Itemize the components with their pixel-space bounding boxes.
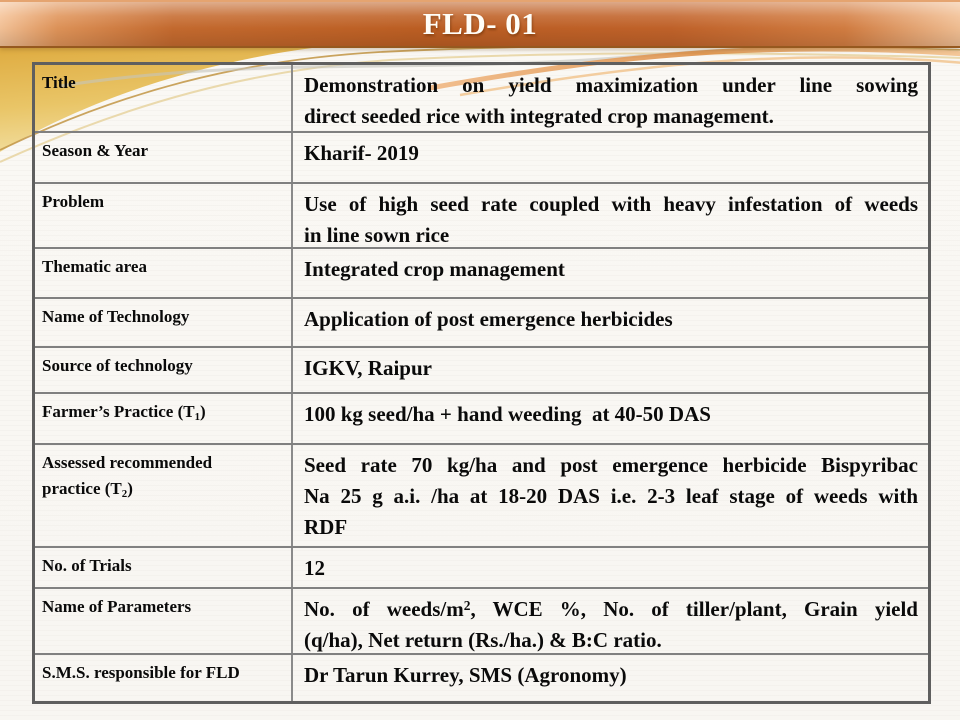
value-line: direct seeded rice with integrated crop … bbox=[304, 104, 774, 128]
row-value: Application of post emergence herbicides bbox=[293, 299, 928, 346]
table-row: Assessed recommended practice (T2) Seed ra… bbox=[35, 445, 928, 548]
swirl-ribbon-orange-echo bbox=[459, 56, 960, 97]
table-row: Name of Technology Application of post em… bbox=[35, 299, 928, 348]
swirl-ribbon-orange bbox=[429, 46, 960, 91]
value-line: Seed rate 70 kg/ha and post emergence he… bbox=[304, 453, 918, 477]
row-label: Season & Year bbox=[35, 133, 293, 182]
value-line: 12 bbox=[304, 556, 325, 580]
row-label: Title bbox=[35, 65, 293, 131]
row-value: No. of weeds/m2, WCE %, No. of tiller/pl… bbox=[293, 589, 928, 653]
row-value: 100 kg seed/ha + hand weeding at 40-50 D… bbox=[293, 394, 928, 443]
table-row: Farmer’s Practice (T1) 100 kg seed/ha + h… bbox=[35, 394, 928, 445]
value-line: Integrated crop management bbox=[304, 257, 565, 281]
table-row: Name of Parameters No. of weeds/m2, WCE %… bbox=[35, 589, 928, 655]
row-label: Source of technology bbox=[35, 348, 293, 392]
table-row: Source of technology IGKV, Raipur bbox=[35, 348, 928, 394]
row-value: Use of high seed rate coupled with heavy… bbox=[293, 184, 928, 247]
table-row: No. of Trials 12 bbox=[35, 548, 928, 589]
value-line: RDF bbox=[304, 515, 348, 539]
slide-title-bar: FLD- 01 bbox=[0, 0, 960, 48]
value-line: Na 25 g a.i. /ha at 18-20 DAS i.e. 2-3 l… bbox=[304, 484, 918, 508]
value-line: Use of high seed rate coupled with heavy… bbox=[304, 192, 918, 216]
swirl-line-cream bbox=[0, 52, 960, 163]
value-line: Dr Tarun Kurrey, SMS (Agronomy) bbox=[304, 663, 627, 687]
slide-title: FLD- 01 bbox=[422, 6, 538, 41]
row-value: Kharif- 2019 bbox=[293, 133, 928, 182]
row-label: Thematic area bbox=[35, 249, 293, 297]
row-label: Farmer’s Practice (T1) bbox=[35, 394, 293, 443]
row-label: Assessed recommended practice (T2) bbox=[35, 445, 293, 546]
value-line: Kharif- 2019 bbox=[304, 141, 419, 165]
value-line: in line sown rice bbox=[304, 223, 450, 247]
fld-table: Title Demonstration on yield maximization… bbox=[32, 62, 931, 704]
table-row: S.M.S. responsible for FLD Dr Tarun Kurre… bbox=[35, 655, 928, 701]
table-row: Season & Year Kharif- 2019 bbox=[35, 133, 928, 184]
row-value: Integrated crop management bbox=[293, 249, 928, 297]
table-row: Problem Use of high seed rate coupled wit… bbox=[35, 184, 928, 249]
row-label: No. of Trials bbox=[35, 548, 293, 587]
row-value: Dr Tarun Kurrey, SMS (Agronomy) bbox=[293, 655, 928, 701]
row-value: Seed rate 70 kg/ha and post emergence he… bbox=[293, 445, 928, 546]
gold-wedge-shape bbox=[0, 48, 312, 152]
value-line: Application of post emergence herbicides bbox=[304, 307, 673, 331]
row-value: Demonstration on yield maximization unde… bbox=[293, 65, 928, 131]
table-row: Thematic area Integrated crop management bbox=[35, 249, 928, 299]
row-value: 12 bbox=[293, 548, 928, 587]
value-line: Demonstration on yield maximization unde… bbox=[304, 73, 918, 97]
value-line: IGKV, Raipur bbox=[304, 356, 432, 380]
value-line: 100 kg seed/ha + hand weeding at 40-50 D… bbox=[304, 402, 711, 426]
row-label: S.M.S. responsible for FLD bbox=[35, 655, 293, 701]
row-label: Name of Parameters bbox=[35, 589, 293, 653]
row-label: Name of Technology bbox=[35, 299, 293, 346]
row-label: Problem bbox=[35, 184, 293, 247]
table-row: Title Demonstration on yield maximization… bbox=[35, 65, 928, 133]
value-line: No. of weeds/m2, WCE %, No. of tiller/pl… bbox=[304, 597, 918, 621]
value-line: (q/ha), Net return (Rs./ha.) & B:C ratio… bbox=[304, 628, 662, 652]
row-value: IGKV, Raipur bbox=[293, 348, 928, 392]
